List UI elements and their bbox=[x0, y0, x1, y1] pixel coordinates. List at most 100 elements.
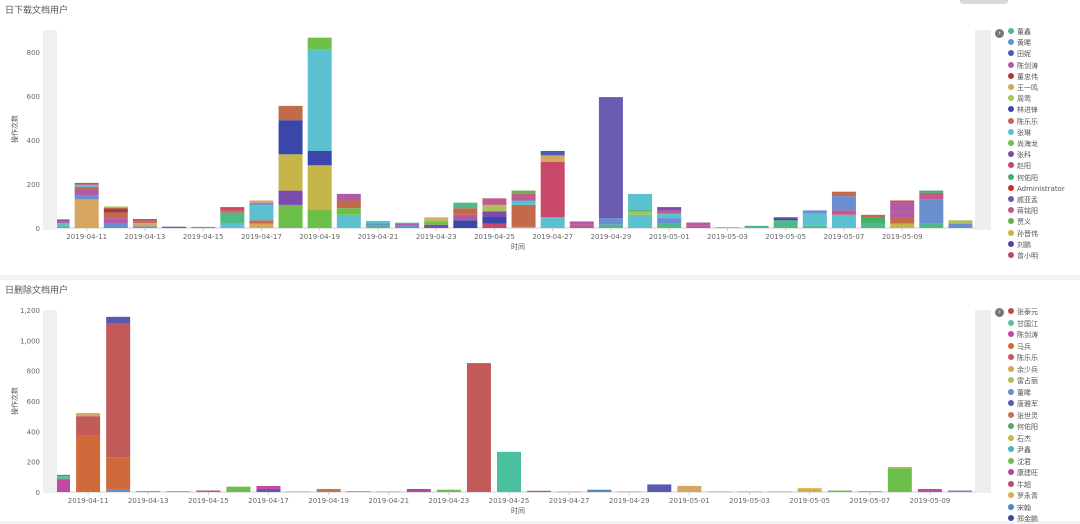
legend-item[interactable]: 何佑阳 bbox=[1008, 422, 1038, 432]
legend-item[interactable]: 戚亚孟 bbox=[1008, 195, 1038, 205]
bar-segment[interactable] bbox=[424, 224, 449, 228]
legend-item[interactable]: 牛超 bbox=[1008, 480, 1031, 490]
legend-item[interactable]: 周莺 bbox=[1008, 94, 1031, 104]
bar-segment[interactable] bbox=[857, 491, 882, 492]
legend-item[interactable]: 黄晞 bbox=[1008, 38, 1031, 48]
bar-segment[interactable] bbox=[677, 485, 702, 492]
bar-segment[interactable] bbox=[527, 490, 552, 492]
bar-segment[interactable] bbox=[278, 190, 303, 205]
bar-segment[interactable] bbox=[256, 488, 281, 492]
bar-segment[interactable] bbox=[74, 189, 99, 196]
bar-segment[interactable] bbox=[307, 49, 332, 151]
bar-segment[interactable] bbox=[249, 220, 274, 224]
bar-segment[interactable] bbox=[744, 225, 769, 228]
bar-segment[interactable] bbox=[647, 484, 672, 492]
bar-segment[interactable] bbox=[861, 217, 886, 224]
bar-segment[interactable] bbox=[827, 490, 852, 492]
bar-segment[interactable] bbox=[365, 223, 390, 226]
bar-segment[interactable] bbox=[453, 202, 478, 209]
bar-segment[interactable] bbox=[307, 37, 332, 50]
legend-item[interactable]: 尹鑫 bbox=[1008, 445, 1031, 455]
legend-scroll-icon[interactable]: › bbox=[995, 308, 1004, 317]
legend-item[interactable]: 陈剑涛 bbox=[1008, 330, 1038, 340]
bar-segment[interactable] bbox=[106, 457, 131, 489]
legend-item[interactable]: 董忠伟 bbox=[1008, 72, 1038, 82]
legend-item[interactable]: 尚海龙 bbox=[1008, 139, 1038, 149]
legend-item[interactable]: 马兵 bbox=[1008, 342, 1031, 352]
bar-segment[interactable] bbox=[132, 222, 157, 227]
right-scroll-handle[interactable] bbox=[975, 30, 991, 230]
bar-segment[interactable] bbox=[617, 491, 642, 493]
legend-item[interactable]: 张泰元 bbox=[1008, 307, 1038, 317]
bar-segment[interactable] bbox=[103, 212, 128, 219]
bar-segment[interactable] bbox=[76, 416, 101, 436]
bar-segment[interactable] bbox=[220, 207, 245, 211]
legend-item[interactable]: 董鑫 bbox=[1008, 27, 1031, 37]
bar-segment[interactable] bbox=[278, 105, 303, 121]
bar-segment[interactable] bbox=[132, 218, 157, 221]
bar-segment[interactable] bbox=[890, 200, 915, 203]
legend-item[interactable]: 曾小明 bbox=[1008, 251, 1038, 261]
bar-segment[interactable] bbox=[569, 224, 594, 228]
bar-segment[interactable] bbox=[249, 202, 274, 205]
bar-segment[interactable] bbox=[376, 491, 401, 493]
legend-item[interactable]: 刘鹏 bbox=[1008, 240, 1031, 250]
bar-segment[interactable] bbox=[132, 226, 157, 228]
bar-segment[interactable] bbox=[540, 155, 565, 162]
legend-item[interactable]: 林进锋 bbox=[1008, 105, 1038, 115]
bar-segment[interactable] bbox=[657, 213, 682, 219]
bar-segment[interactable] bbox=[715, 227, 740, 228]
bar-segment[interactable] bbox=[278, 204, 303, 228]
bar-segment[interactable] bbox=[365, 220, 390, 224]
bar-segment[interactable] bbox=[424, 217, 449, 220]
bar-segment[interactable] bbox=[890, 217, 915, 224]
bar-segment[interactable] bbox=[132, 220, 157, 223]
bar-segment[interactable] bbox=[890, 223, 915, 228]
bar-segment[interactable] bbox=[220, 212, 245, 224]
legend-item[interactable]: 贾义 bbox=[1008, 217, 1031, 227]
bar-segment[interactable] bbox=[45, 221, 70, 224]
bar-segment[interactable] bbox=[797, 488, 822, 492]
bar-segment[interactable] bbox=[74, 199, 99, 228]
bar-segment[interactable] bbox=[919, 199, 944, 224]
legend-item[interactable]: 赵阳 bbox=[1008, 161, 1031, 171]
legend-item[interactable]: 石杰 bbox=[1008, 434, 1031, 444]
bar-segment[interactable] bbox=[453, 214, 478, 221]
bar-segment[interactable] bbox=[316, 488, 341, 492]
bar-segment[interactable] bbox=[948, 223, 973, 228]
legend-item[interactable]: 王一鸣 bbox=[1008, 83, 1038, 93]
legend-item[interactable]: 张科 bbox=[1008, 150, 1031, 160]
bar-segment[interactable] bbox=[436, 489, 461, 492]
bar-segment[interactable] bbox=[482, 217, 507, 224]
legend-item[interactable]: 宋翰 bbox=[1008, 503, 1031, 513]
bar-segment[interactable] bbox=[657, 207, 682, 211]
bar-segment[interactable] bbox=[598, 218, 623, 225]
bar-segment[interactable] bbox=[948, 220, 973, 224]
bar-segment[interactable] bbox=[365, 225, 390, 228]
legend-item[interactable]: 唐雅军 bbox=[1008, 399, 1038, 409]
bar-segment[interactable] bbox=[46, 476, 71, 480]
bar-segment[interactable] bbox=[395, 225, 420, 228]
bar-segment[interactable] bbox=[497, 451, 521, 492]
bar-segment[interactable] bbox=[831, 196, 856, 211]
left-scroll-handle[interactable] bbox=[43, 30, 57, 230]
bar-segment[interactable] bbox=[106, 323, 131, 458]
bar-segment[interactable] bbox=[628, 211, 653, 215]
bar-segment[interactable] bbox=[106, 488, 131, 492]
bar-segment[interactable] bbox=[802, 225, 827, 228]
bar-segment[interactable] bbox=[598, 97, 623, 219]
bar-segment[interactable] bbox=[511, 193, 536, 201]
legend-item[interactable]: 董晞 bbox=[1008, 388, 1031, 398]
bar-segment[interactable] bbox=[557, 491, 582, 493]
bar-segment[interactable] bbox=[831, 191, 856, 197]
legend-item[interactable]: 田妮 bbox=[1008, 49, 1031, 59]
bar-segment[interactable] bbox=[106, 316, 131, 324]
bar-segment[interactable] bbox=[453, 220, 478, 228]
bar-segment[interactable] bbox=[336, 193, 361, 201]
bar-segment[interactable] bbox=[74, 184, 99, 187]
bar-segment[interactable] bbox=[540, 151, 565, 156]
bar-segment[interactable] bbox=[861, 223, 886, 228]
bar-segment[interactable] bbox=[278, 154, 303, 191]
legend-item[interactable]: 陈乐乐 bbox=[1008, 117, 1038, 127]
bar-segment[interactable] bbox=[890, 212, 915, 217]
